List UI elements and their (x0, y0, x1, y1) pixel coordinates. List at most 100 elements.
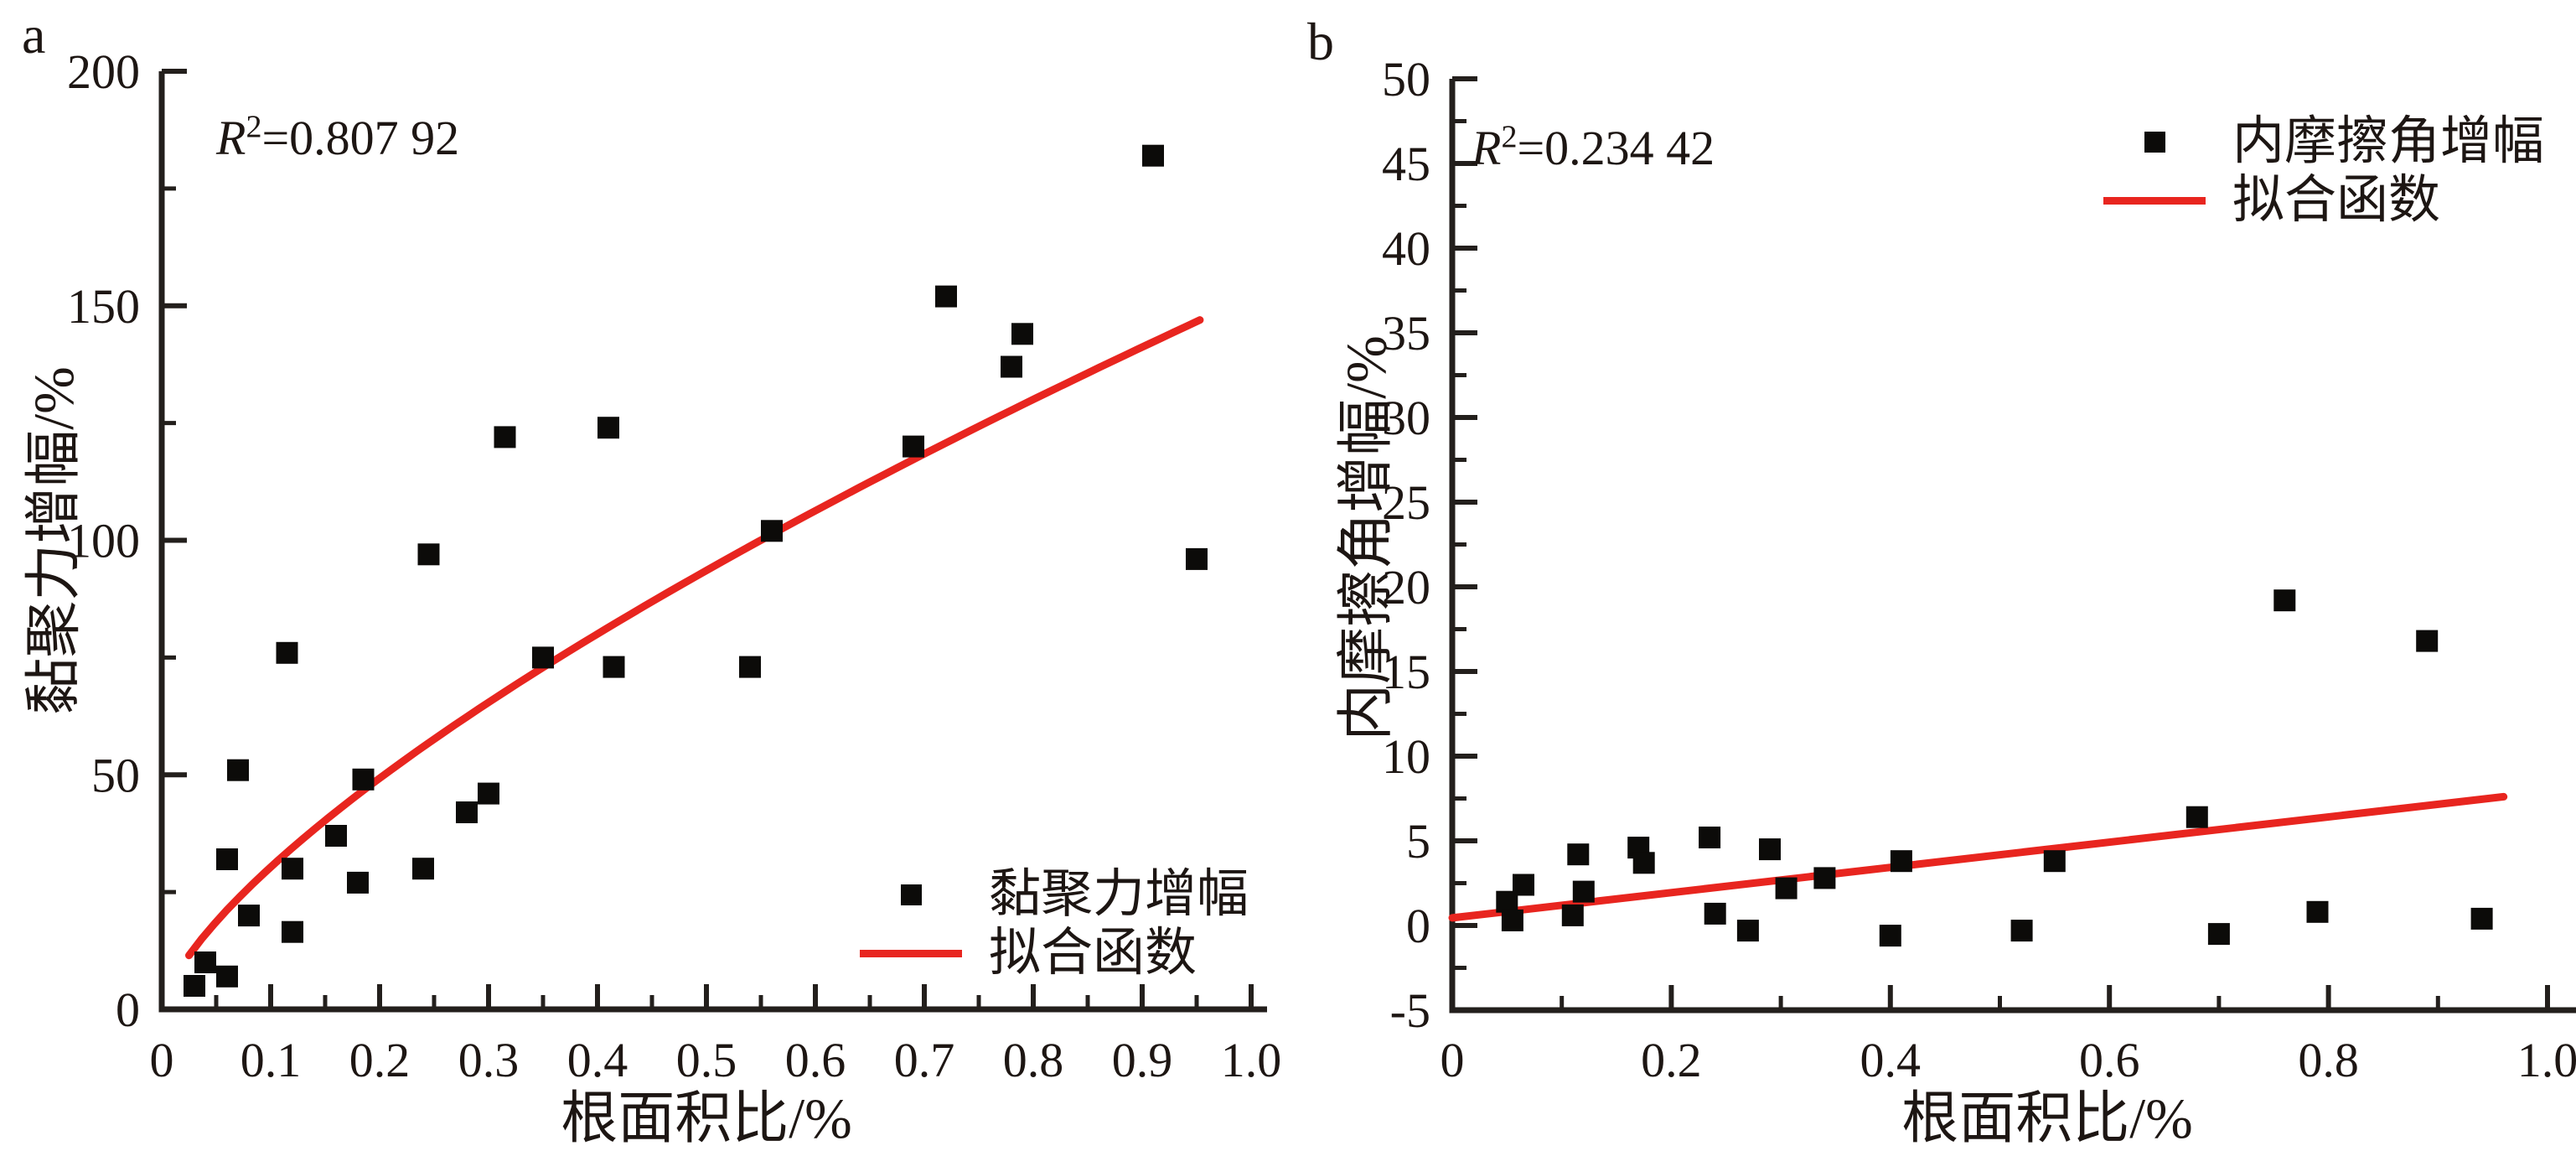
data-point (1501, 909, 1523, 931)
data-point (1567, 843, 1590, 866)
legend-b-series-label: 内摩擦角增幅 (2232, 113, 2545, 170)
legend-a-fit-row: 拟合函数 (856, 927, 1249, 979)
data-point (2273, 589, 2296, 612)
data-point (2207, 923, 2230, 946)
y-tick-label: 10 (1382, 729, 1430, 784)
data-point (216, 848, 238, 870)
x-tick-label: 0.2 (1641, 1033, 1702, 1087)
data-point (2470, 907, 2493, 930)
scatter-marker-swatch (2144, 131, 2165, 153)
x-tick-label: 0 (1441, 1033, 1465, 1087)
r-symbol: R (1472, 121, 1502, 175)
data-point (184, 975, 205, 997)
x-tick-label: 1.0 (1221, 1033, 1282, 1087)
x-tick-label: 0.6 (2079, 1033, 2140, 1087)
legend-b: 内摩擦角增幅 拟合函数 (2100, 116, 2544, 226)
data-point (194, 951, 216, 973)
x-tick-label: 0.8 (2298, 1033, 2359, 1087)
r-squared-annotation-a: R2=0.807 92 (216, 111, 459, 165)
x-tick-label: 0 (150, 1033, 174, 1087)
data-point (1572, 880, 1595, 903)
data-point (417, 543, 440, 566)
data-point (325, 825, 347, 847)
data-point (2416, 630, 2439, 652)
data-point (935, 285, 957, 308)
y-axis-label-b: 内摩擦角增幅/% (1334, 335, 1398, 741)
panel-a-letter: a (22, 5, 46, 65)
y-tick-label: 0 (1406, 899, 1430, 953)
data-point (2010, 920, 2033, 942)
data-point (456, 801, 478, 823)
y-tick-label: 100 (67, 514, 140, 568)
data-point (739, 656, 761, 678)
y-tick-label: 20 (1382, 560, 1430, 614)
x-tick-label: 0.3 (458, 1033, 520, 1087)
data-point (1699, 827, 1721, 848)
data-point (282, 858, 303, 880)
data-point (227, 759, 249, 781)
data-point (347, 871, 369, 894)
data-point (1775, 877, 1798, 900)
y-axis-ticks: -5 0 5 10 15 20 25 30 35 40 45 50 (1382, 52, 1477, 1038)
r-exponent: 2 (246, 109, 262, 145)
data-point (2043, 850, 2066, 873)
r-exponent: 2 (1501, 119, 1518, 155)
scatter-series (184, 144, 1208, 997)
legend-a-series-label: 黏聚力增幅 (989, 866, 1249, 923)
x-tick-label: 0.4 (1860, 1033, 1922, 1087)
fit-line-swatch (860, 949, 962, 957)
scatter-marker-swatch (900, 884, 922, 905)
x-axis-ticks: 0 0.2 0.4 0.6 0.8 1.0 (1441, 985, 2576, 1087)
x-tick-label: 0.5 (676, 1033, 737, 1087)
y-tick-label: 25 (1382, 475, 1430, 530)
y-tick-label: 200 (67, 44, 140, 99)
r-squared-value: =0.234 42 (1517, 121, 1715, 175)
fit-curve (1448, 792, 2508, 922)
r-squared-annotation-b: R2=0.234 42 (1472, 121, 1715, 175)
data-point (478, 782, 499, 805)
data-point (532, 646, 554, 669)
scatter-series (1496, 589, 2493, 947)
legend-b-fit-label: 拟合函数 (2232, 172, 2441, 229)
data-point (903, 435, 924, 458)
data-point (352, 768, 375, 791)
data-point (1513, 874, 1534, 896)
y-tick-label: 35 (1382, 306, 1430, 360)
data-point (282, 920, 303, 943)
data-point (238, 905, 260, 927)
x-tick-label: 0.1 (241, 1033, 302, 1087)
fit-line-swatch (2103, 196, 2206, 205)
y-tick-label: 15 (1382, 645, 1430, 699)
data-point (1011, 323, 1033, 345)
panel-a: 0 0.1 0.2 0.3 0.4 0.5 0.6 0.7 0.8 0.9 1.0 0 50 100 150… (67, 44, 1281, 1087)
y-tick-label: 50 (1382, 52, 1430, 106)
data-point (1813, 867, 1836, 889)
data-point (1879, 925, 1901, 947)
x-tick-label: 0.8 (1003, 1033, 1064, 1087)
x-axis-label-b: 根面积比/% (1901, 1086, 2193, 1150)
x-tick-label: 0.6 (785, 1033, 846, 1087)
legend-a: 黏聚力增幅 拟合函数 (856, 868, 1249, 979)
data-point (1704, 902, 1726, 925)
data-point (1736, 920, 1759, 942)
data-point (276, 641, 298, 664)
y-tick-label: 0 (116, 982, 140, 1037)
data-point (2306, 900, 2329, 923)
y-tick-label: 45 (1382, 137, 1430, 191)
x-tick-label: 0.2 (349, 1033, 411, 1087)
legend-b-series-row: 内摩擦角增幅 (2100, 116, 2544, 168)
y-tick-label: 40 (1382, 221, 1430, 276)
x-tick-label: 0.9 (1112, 1033, 1173, 1087)
legend-a-series-row: 黏聚力增幅 (856, 868, 1249, 920)
r-symbol: R (216, 111, 246, 165)
data-point (603, 656, 625, 678)
x-axis-label-a: 根面积比/% (561, 1086, 852, 1150)
data-point (412, 858, 434, 880)
data-point (1759, 838, 1781, 861)
data-point (216, 965, 238, 988)
x-tick-label: 1.0 (2517, 1033, 2576, 1087)
y-tick-label: -5 (1390, 983, 1430, 1038)
